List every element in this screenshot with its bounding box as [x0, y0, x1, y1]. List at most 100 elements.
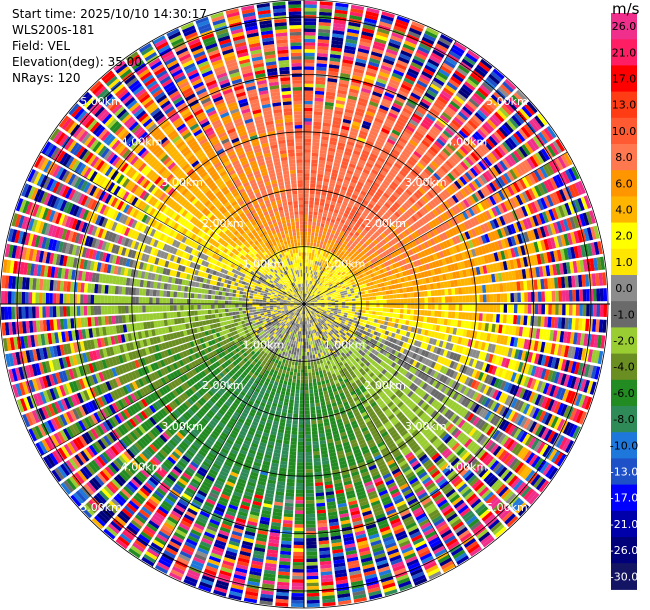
range-gate [458, 295, 463, 303]
range-gate [488, 135, 498, 147]
range-gate [406, 287, 411, 293]
range-gate [317, 35, 330, 40]
range-gate [314, 253, 317, 258]
range-gate [440, 191, 448, 200]
range-gate [307, 334, 310, 339]
range-gate [424, 297, 428, 303]
range-gate [486, 118, 497, 130]
range-gate [401, 204, 408, 211]
range-gate [409, 139, 418, 147]
range-gate [375, 159, 384, 167]
range-gate [528, 119, 540, 132]
range-gate [306, 249, 310, 253]
range-gate [395, 175, 403, 183]
range-gate [398, 319, 403, 324]
range-gate [510, 134, 520, 147]
range-gate [335, 302, 339, 304]
range-gate [531, 117, 542, 130]
range-gate [357, 253, 363, 258]
range-gate [314, 204, 319, 209]
range-gate [329, 251, 333, 256]
range-gate [316, 280, 319, 284]
range-gate [343, 292, 348, 295]
range-gate [376, 200, 384, 207]
range-gate [310, 293, 314, 297]
range-gate [306, 294, 308, 298]
range-gate [327, 271, 332, 276]
range-gate [304, 38, 316, 43]
range-gate [325, 284, 329, 288]
range-gate [304, 211, 308, 215]
range-gate [489, 116, 500, 127]
range-gate [513, 292, 518, 302]
range-gate [334, 254, 338, 260]
range-gate [367, 190, 375, 197]
range-gate [389, 294, 394, 299]
range-gate [417, 291, 421, 297]
range-gate [310, 176, 317, 181]
range-gate [393, 308, 397, 313]
range-gate [384, 160, 393, 168]
range-gate [393, 99, 404, 107]
range-gate [311, 152, 319, 157]
range-gate [319, 359, 324, 364]
range-gate [318, 388, 323, 393]
range-gate [368, 156, 377, 163]
range-gate [421, 98, 432, 107]
range-gate [340, 275, 345, 280]
range-gate [347, 262, 352, 267]
range-gate [385, 312, 390, 317]
range-gate [357, 137, 366, 143]
range-gate [320, 223, 325, 228]
range-gate [305, 276, 307, 280]
range-gate [465, 304, 470, 312]
range-gate [310, 361, 314, 366]
range-gate [307, 238, 311, 243]
range-gate [319, 8, 333, 13]
range-gate [334, 305, 339, 308]
range-gate [409, 315, 414, 321]
range-gate [349, 159, 357, 166]
range-gate [306, 298, 309, 302]
range-gate [390, 105, 401, 113]
range-gate [320, 289, 325, 293]
range-gate [374, 319, 379, 323]
range-gate [359, 240, 365, 245]
range-gate [306, 252, 309, 256]
range-gate [335, 99, 346, 105]
range-gate [498, 106, 510, 118]
range-gate [317, 49, 329, 54]
range-gate [405, 175, 414, 183]
range-gate [321, 284, 325, 288]
range-gate [352, 175, 359, 181]
range-gate [441, 304, 446, 311]
range-gate [421, 206, 429, 214]
range-gate [318, 208, 324, 213]
range-gate [469, 117, 481, 127]
range-gate [320, 198, 326, 203]
range-gate [490, 133, 501, 144]
range-gate [469, 167, 479, 177]
range-gate [323, 256, 327, 261]
range-gate [475, 163, 484, 173]
range-gate [345, 255, 350, 260]
range-gate [384, 286, 389, 291]
range-gate [360, 251, 366, 256]
range-gate [341, 297, 346, 300]
range-gate [456, 132, 466, 142]
range-gate [310, 292, 313, 296]
range-gate [350, 156, 359, 162]
range-gate [331, 172, 338, 178]
range-gate [408, 207, 416, 215]
range-gate [372, 146, 381, 153]
range-gate [329, 278, 334, 283]
range-gate [465, 295, 470, 303]
range-gate [342, 157, 350, 163]
range-gate [319, 266, 323, 271]
range-gate [472, 133, 482, 144]
range-gate [391, 32, 404, 40]
range-gate [413, 192, 421, 200]
range-gate [336, 217, 341, 222]
range-gate [364, 290, 369, 294]
range-gate [336, 275, 340, 280]
